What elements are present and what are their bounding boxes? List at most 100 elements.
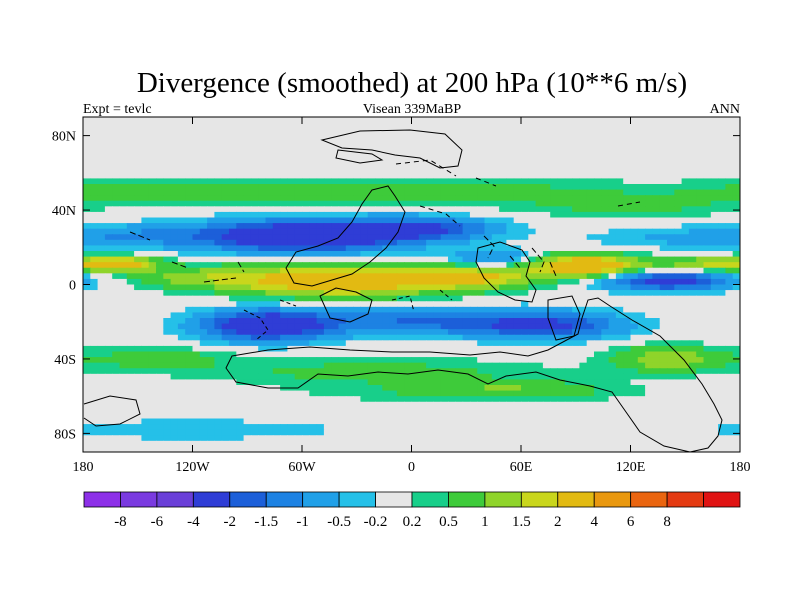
field-cell [83,150,91,157]
field-cell [594,357,602,364]
field-cell [134,262,142,269]
field-cell [696,379,705,386]
field-cell [316,334,325,341]
field-cell [681,345,690,353]
field-cell [148,133,157,140]
field-cell [586,396,595,403]
field-cell [207,211,215,219]
field-cell [513,256,522,263]
field-cell [557,385,566,392]
field-cell [542,161,551,168]
field-cell [141,424,150,431]
field-cell [477,323,486,330]
field-cell [345,329,354,336]
field-cell [141,267,150,274]
field-cell [703,122,712,129]
field-cell [645,334,653,341]
field-cell [535,412,544,420]
field-cell [681,273,690,280]
field-cell [316,239,325,247]
field-cell [192,267,201,274]
field-cell [674,206,683,213]
field-cell [265,172,274,180]
field-cell [148,161,157,168]
field-cell [637,301,646,308]
field-cell [477,239,486,247]
field-cell [236,418,245,425]
field-cell [718,189,726,196]
field-cell [718,345,726,353]
field-cell [338,424,347,431]
field-cell [338,390,347,397]
field-cell [586,278,595,286]
field-cell [126,306,135,314]
field-cell [316,312,325,319]
field-cell [542,334,551,341]
field-cell [448,156,456,163]
field-cell [615,312,624,319]
field-cell [331,122,340,129]
field-cell [433,217,442,224]
field-cell [229,290,237,297]
field-cell [221,351,230,358]
field-cell [469,139,478,146]
field-cell [535,407,544,414]
field-cell [294,178,303,185]
field-cell [119,295,128,302]
field-cell [667,262,675,269]
field-cell [484,284,493,291]
field-cell [316,373,325,381]
field-cell [83,290,91,297]
field-cell [258,284,267,291]
field-cell [667,357,675,364]
field-cell [513,357,522,364]
field-cell [316,401,325,408]
field-cell [265,251,274,258]
field-cell [718,228,726,235]
field-cell [652,312,661,319]
field-cell [484,379,493,386]
field-cell [287,251,296,258]
field-cell [185,390,194,397]
field-cell [455,390,464,397]
field-cell [462,117,471,124]
field-cell [243,200,252,207]
field-cell [104,139,113,146]
field-cell [710,206,719,213]
field-cell [718,178,726,185]
field-cell [185,206,194,213]
field-cell [236,195,245,202]
field-cell [97,401,106,408]
field-cell [309,234,318,241]
field-cell [367,245,376,252]
field-cell [90,239,99,247]
field-cell [506,239,515,247]
field-cell [703,262,712,269]
field-cell [134,318,142,325]
field-cell [499,223,507,230]
field-cell [323,362,332,369]
field-cell [696,401,705,408]
field-cell [199,312,208,319]
field-cell [177,351,186,358]
field-cell [192,239,201,247]
field-cell [396,234,405,241]
field-cell [725,284,734,291]
field-cell [491,122,500,129]
field-cell [513,206,522,213]
field-cell [506,351,515,358]
field-cell [243,306,252,314]
field-cell [156,245,164,252]
field-cell [382,239,391,247]
field-cell [572,329,580,336]
field-cell [645,312,653,319]
field-cell [375,211,383,219]
field-cell [462,401,471,408]
field-cell [528,217,537,224]
field-cell [418,401,427,408]
field-cell [192,184,201,191]
field-cell [506,223,515,230]
field-cell [331,401,340,408]
field-cell [557,211,566,219]
field-cell [586,234,595,241]
